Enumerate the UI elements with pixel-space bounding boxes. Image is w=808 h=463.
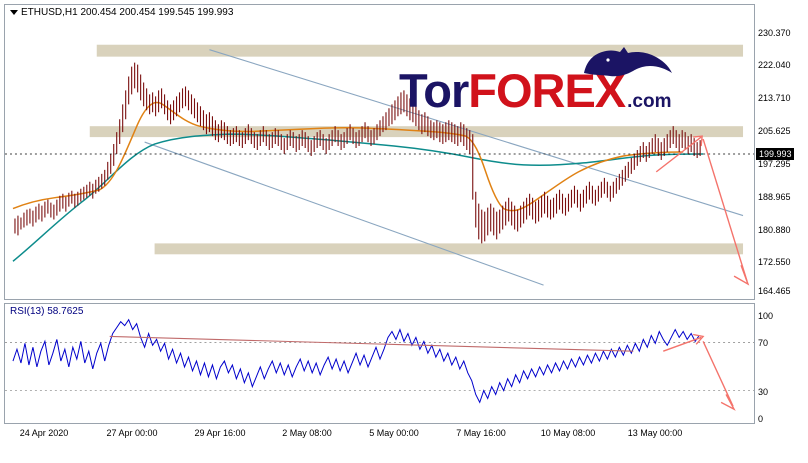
x-tick-label: 24 Apr 2020 [19, 428, 69, 438]
x-tick-label: 10 May 08:00 [540, 428, 596, 438]
descending-channel-lower [144, 141, 544, 286]
y-tick-label: 172.550 [758, 257, 791, 267]
x-axis: 24 Apr 2020 27 Apr 00:00 29 Apr 16:00 2 … [4, 428, 755, 448]
x-tick-label: 27 Apr 00:00 [106, 428, 158, 438]
candlestick-series [14, 62, 701, 244]
support-band-bottom [154, 243, 744, 255]
x-tick-label: 7 May 16:00 [456, 428, 506, 438]
rsi-info-label: RSI(13) 58.7625 [10, 306, 84, 317]
rsi-tick-label: 100 [758, 311, 774, 321]
y-tick-label: 222.040 [758, 60, 791, 70]
y-tick-label: 188.965 [758, 192, 791, 202]
descending-channel-upper [209, 49, 744, 217]
y-tick-label: 230.370 [758, 28, 791, 38]
forecast-arrows [655, 135, 750, 286]
resistance-band-top [96, 44, 744, 57]
rsi-indicator-pane[interactable]: RSI(13) 58.7625 [4, 303, 755, 424]
x-tick-label: 5 May 00:00 [369, 428, 419, 438]
forecast-up-arrow [655, 136, 702, 173]
forecast-down-arrow [702, 138, 748, 282]
collapse-caret-icon[interactable] [10, 9, 18, 15]
x-tick-label: 2 May 08:00 [282, 428, 332, 438]
price-chart-canvas [5, 44, 754, 286]
rsi-tick-label: 30 [758, 387, 769, 397]
current-price-tag: 199.993 [756, 148, 794, 160]
price-chart-pane[interactable]: ETHUSD,H1 200.454 200.454 199.545 199.99… [4, 4, 755, 300]
y-tick-label: 213.710 [758, 93, 791, 103]
rsi-tick-label: 70 [758, 338, 769, 348]
y-tick-label: 197.295 [758, 159, 791, 169]
x-tick-label: 29 Apr 16:00 [194, 428, 246, 438]
rsi-forecast-up-arrow [663, 336, 702, 352]
rsi-forecast-down-arrow [702, 341, 734, 407]
rsi-chart-canvas [5, 318, 754, 411]
y-tick-label: 180.880 [758, 225, 791, 235]
rsi-forecast-arrows [663, 333, 736, 411]
symbol-info-label: ETHUSD,H1 200.454 200.454 199.545 199.99… [10, 7, 233, 18]
y-tick-label: 205.625 [758, 126, 791, 136]
resistance-band-mid [89, 126, 744, 138]
rsi-tick-label: 0 [758, 414, 764, 424]
x-tick-label: 13 May 00:00 [627, 428, 683, 438]
rsi-trendline [109, 335, 634, 352]
y-tick-label: 164.465 [758, 286, 791, 296]
